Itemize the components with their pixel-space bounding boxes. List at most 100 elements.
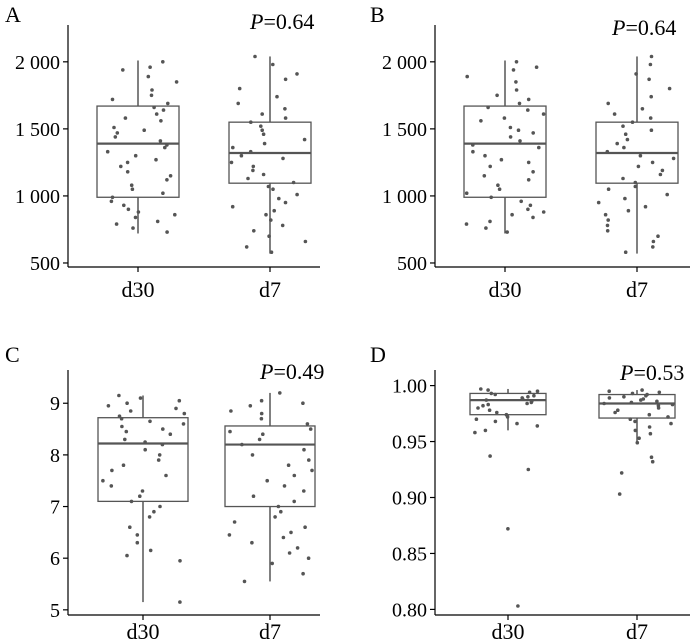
panel-d-data-point <box>640 388 644 392</box>
panel-d-data-point <box>527 390 532 395</box>
panel-d-p-value: P=0.53 <box>619 360 684 385</box>
panel-b-data-point <box>665 192 669 197</box>
panel-d-category-label: d30 <box>492 619 525 641</box>
panel-b-y-tick-label: 1 500 <box>382 119 427 141</box>
panel-a-y-tick-label: 2 000 <box>15 52 60 74</box>
panel-b-data-point <box>531 131 535 135</box>
panel-b-data-point <box>483 153 487 158</box>
panel-d-data-point <box>526 467 531 472</box>
panel-a-data-point <box>165 230 169 234</box>
panel-c-data-point <box>281 535 286 540</box>
panel-b-data-point <box>526 207 530 212</box>
panel-c-data-point <box>135 533 140 537</box>
panel-a-data-point <box>269 250 274 254</box>
panel-d: D P=0.53 0.80 0.85 0.90 0.95 1.00 d30 d7 <box>370 342 690 641</box>
panel-a-data-point <box>269 218 273 222</box>
panel-d-data-point <box>613 410 617 415</box>
panel-b-data-point <box>671 156 676 161</box>
panel-b-data-point <box>605 223 610 228</box>
panel-a-data-point <box>260 128 265 132</box>
panel-a-p-text: =0.64 <box>263 9 314 34</box>
panel-b-data-point <box>514 88 519 92</box>
panel-d-y-tick-label: 0.95 <box>392 432 427 454</box>
panel-b-y-tick-label: 500 <box>397 253 427 275</box>
panel-b-data-point <box>502 116 507 120</box>
panel-b-data-point <box>484 226 488 230</box>
panel-d-data-point <box>669 421 673 426</box>
panel-a-data-point <box>152 105 156 110</box>
panel-a-data-point <box>251 168 255 173</box>
panel-c-data-point <box>292 473 297 478</box>
panel-c-data-point <box>128 409 133 413</box>
panel-b-data-point <box>656 234 660 238</box>
panel-a-data-point <box>262 141 267 146</box>
panel-b-data-point <box>623 132 628 136</box>
panel-a-data-point <box>148 65 152 69</box>
panel-b-data-point <box>471 149 475 154</box>
panel-a-data-point <box>161 60 165 64</box>
panel-a-data-point <box>251 164 256 169</box>
panel-d-data-point <box>486 402 491 407</box>
panel-b-data-point <box>621 176 625 181</box>
panel-a-data-point <box>271 187 275 191</box>
panel-b-data-point <box>508 125 513 130</box>
panel-a-data-point <box>142 128 146 132</box>
panel-a-data-point <box>114 222 119 226</box>
panel-c-y-tick-label: 6 <box>50 548 60 570</box>
panel-c-data-point <box>160 442 165 447</box>
panel-c-data-point <box>124 429 129 434</box>
panel-c-data-point <box>156 458 161 462</box>
panel-c-data-point <box>117 414 122 419</box>
panel-d-data-point <box>619 471 624 475</box>
panel-c-data-point <box>129 499 134 504</box>
panel-a-data-point <box>154 112 159 116</box>
panel-c-data-point <box>147 515 152 519</box>
panel-b-data-point <box>649 54 654 59</box>
panel-b-data-point <box>621 124 625 128</box>
panel-a-data-point <box>129 183 134 187</box>
panel-a-data-point <box>259 124 263 128</box>
panel-b-data-point <box>606 218 610 222</box>
panel-a-data-point <box>122 203 126 208</box>
panel-d-data-point <box>635 440 640 445</box>
panel-c-data-point <box>128 525 132 529</box>
panel-b-data-point <box>508 135 513 139</box>
panel-a-box <box>96 105 180 198</box>
panel-b-data-point <box>636 164 641 169</box>
panel-c-data-point <box>259 411 264 416</box>
panel-d-data-point <box>629 400 634 405</box>
panel-b-data-point <box>526 108 530 112</box>
panel-d-data-point <box>607 389 611 394</box>
panel-a: A P=0.64 500 1 000 1 500 2 000 d30 d7 <box>5 2 320 302</box>
panel-b-data-point <box>640 107 645 111</box>
panel-d-data-point <box>493 392 498 397</box>
panel-a-data-point <box>277 196 281 201</box>
panel-c-data-point <box>229 409 233 413</box>
panel-c-data-point <box>261 432 265 437</box>
panel-b-data-point <box>465 74 470 79</box>
panel-a-data-point <box>161 108 166 112</box>
panel-d-data-point <box>630 391 635 396</box>
panel-c-y-tick-label: 9 <box>50 393 60 415</box>
panel-a-data-point <box>283 200 288 205</box>
panel-c-data-point <box>289 530 293 535</box>
panel-b-data-point <box>514 60 519 64</box>
panel-b-data-point <box>537 145 541 150</box>
panel-b-data-point <box>486 105 490 110</box>
panel-a-data-point <box>113 135 118 139</box>
panel-b-data-point <box>622 145 626 150</box>
panel-a-data-point <box>281 156 285 161</box>
panel-b-data-point <box>464 191 469 195</box>
panel-c-data-point <box>123 437 127 442</box>
panel-d-data-point <box>647 412 652 417</box>
panel-d-data-point <box>657 390 662 395</box>
panel-b-data-point <box>643 204 648 209</box>
panel-b-data-point <box>638 153 643 158</box>
panel-c-data-point <box>248 404 253 408</box>
panel-b-p-value: P=0.64 <box>611 15 676 40</box>
panel-d-data-point <box>479 387 483 391</box>
panel-a-data-point <box>110 195 115 200</box>
panel-b-data-point <box>534 65 539 69</box>
panel-b-data-point <box>606 101 610 106</box>
panel-c-data-point <box>158 504 162 509</box>
